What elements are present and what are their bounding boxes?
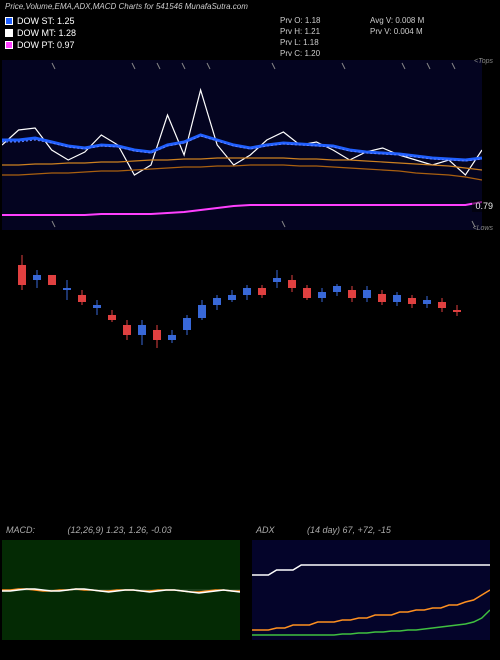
ohlc-info: Prv O: 1.18Prv H: 1.21Prv L: 1.18Prv C: … <box>280 15 320 59</box>
adx-panel: ADX (14 day) 67, +72, -15 <box>252 540 498 655</box>
adx-label: ADX (14 day) 67, +72, -15 <box>256 525 391 535</box>
price-last-tag: 0.79 <box>472 200 496 212</box>
legend-item: DOW ST: 1.25 <box>5 15 76 27</box>
axis-top-label: <Tops <box>474 58 493 65</box>
candle-chart-panel <box>2 240 498 370</box>
axis-bot-label: <Lows <box>473 225 493 232</box>
chart-title: Price,Volume,EMA,ADX,MACD Charts for 541… <box>5 2 248 11</box>
price-chart-panel: <Tops <Lows 0.79 <box>2 60 498 230</box>
macd-label: MACD: (12,26,9) 1.23, 1.26, -0.03 <box>6 525 172 535</box>
legend-item: DOW PT: 0.97 <box>5 39 76 51</box>
legend-block: DOW ST: 1.25DOW MT: 1.28DOW PT: 0.97 <box>5 15 76 51</box>
macd-panel: MACD: (12,26,9) 1.23, 1.26, -0.03 <box>2 540 248 655</box>
volume-info: Avg V: 0.008 MPrv V: 0.004 M <box>370 15 424 37</box>
legend-item: DOW MT: 1.28 <box>5 27 76 39</box>
